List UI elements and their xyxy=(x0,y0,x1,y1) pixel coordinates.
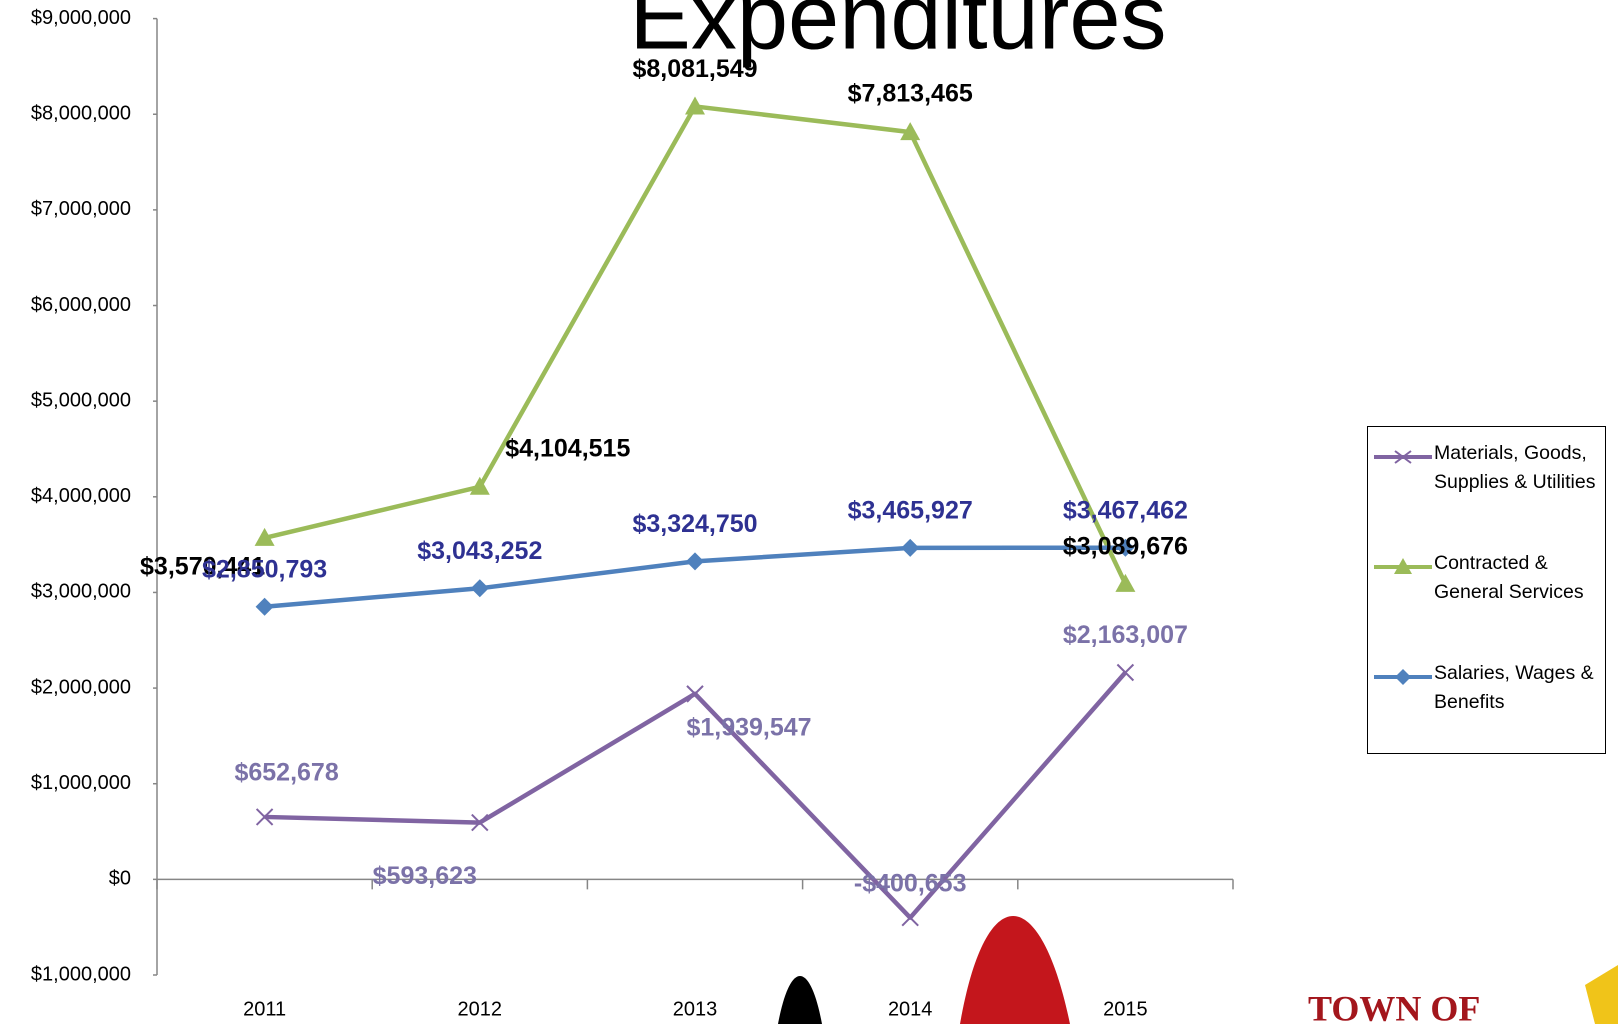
marker-diamond xyxy=(255,597,274,616)
y-tick-label: $7,000,000 xyxy=(31,198,131,220)
data-label: $3,465,927 xyxy=(848,496,973,524)
x-tick-label: 2013 xyxy=(673,998,718,1020)
marker-x xyxy=(255,808,274,826)
marker-x xyxy=(901,908,919,927)
data-label: $2,163,007 xyxy=(1063,621,1188,649)
y-tick-label: $5,000,000 xyxy=(31,389,131,411)
x-tick-label: 2012 xyxy=(458,998,503,1020)
marker-triangle xyxy=(469,476,490,495)
legend-marker xyxy=(1394,450,1412,464)
data-label: $593,623 xyxy=(373,862,477,890)
marker-diamond xyxy=(901,538,920,557)
y-tick-label: $9,000,000 xyxy=(31,7,131,29)
data-label: $3,467,462 xyxy=(1063,496,1188,524)
marker-x xyxy=(1116,663,1135,682)
data-label: $3,089,676 xyxy=(1063,532,1188,560)
y-tick-label: $2,000,000 xyxy=(31,676,131,698)
marker-diamond xyxy=(686,552,704,571)
data-label: $4,104,515 xyxy=(505,434,630,462)
y-tick-label: $6,000,000 xyxy=(31,294,131,316)
data-label: $652,678 xyxy=(234,759,338,787)
marker-triangle xyxy=(900,122,921,141)
marker-diamond xyxy=(470,579,489,598)
legend-label: Materials, Goods, Supplies & Utilities xyxy=(1434,442,1596,493)
x-tick-label: 2015 xyxy=(1103,998,1148,1020)
data-label: $3,324,750 xyxy=(632,510,757,538)
y-tick-label: $4,000,000 xyxy=(31,485,131,507)
legend-symbol xyxy=(1374,669,1432,685)
logo-shape-yellow xyxy=(1585,965,1618,1024)
legend: Materials, Goods, Supplies & Utilities Co… xyxy=(1367,426,1606,754)
y-tick-label: $8,000,000 xyxy=(31,103,131,125)
legend-label: Salaries, Wages & Benefits xyxy=(1434,662,1594,713)
y-tick-label: $0 xyxy=(109,868,131,890)
y-tick-label: $1,000,000 xyxy=(31,772,131,794)
marker-diamond xyxy=(1116,538,1135,557)
marker-x xyxy=(471,813,489,832)
data-label: $7,813,465 xyxy=(848,80,973,108)
data-label: $2,850,793 xyxy=(202,555,327,583)
legend-marker xyxy=(1394,558,1412,574)
legend-symbol xyxy=(1374,558,1432,574)
marker-triangle xyxy=(685,96,705,115)
marker-triangle xyxy=(254,527,275,546)
logo-text: TOWN OF xyxy=(1308,988,1480,1024)
x-tick-label: 2014 xyxy=(888,998,933,1020)
legend-symbol xyxy=(1374,450,1432,464)
marker-x xyxy=(686,685,704,703)
data-label: $8,081,549 xyxy=(632,55,757,83)
data-label: $1,939,547 xyxy=(686,713,811,741)
x-tick-label: 2011 xyxy=(243,998,286,1020)
data-label: $3,043,252 xyxy=(417,537,542,565)
logo-shape-red xyxy=(960,916,1070,1024)
y-tick-label: $3,000,000 xyxy=(31,581,131,603)
data-label: -$400,653 xyxy=(854,869,967,897)
data-label: $3,570,441 xyxy=(140,552,265,580)
y-tick-label: $1,000,000 xyxy=(31,963,131,985)
legend-marker xyxy=(1395,669,1411,685)
logo-shape-black xyxy=(778,976,822,1024)
marker-triangle xyxy=(1115,573,1136,592)
chart-title: Expenditures xyxy=(630,0,1167,68)
legend-label: Contracted & General Services xyxy=(1434,552,1584,603)
